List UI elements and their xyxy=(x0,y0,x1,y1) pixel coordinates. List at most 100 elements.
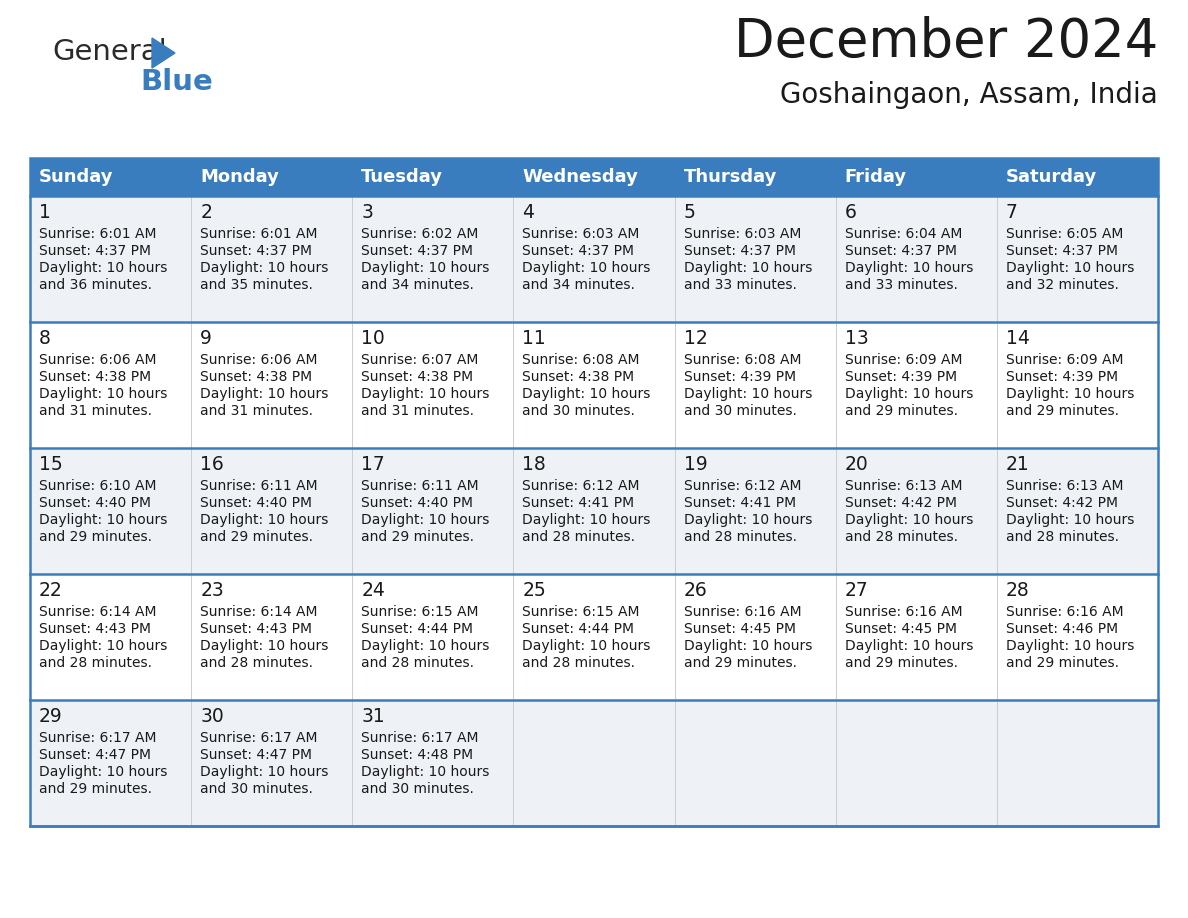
Text: and 29 minutes.: and 29 minutes. xyxy=(1006,404,1119,418)
Text: Sunset: 4:42 PM: Sunset: 4:42 PM xyxy=(1006,496,1118,510)
Bar xyxy=(30,700,1158,826)
Text: Daylight: 10 hours: Daylight: 10 hours xyxy=(361,513,489,527)
Text: Sunset: 4:45 PM: Sunset: 4:45 PM xyxy=(683,622,796,636)
Text: and 29 minutes.: and 29 minutes. xyxy=(845,656,958,670)
Text: and 29 minutes.: and 29 minutes. xyxy=(683,656,797,670)
Text: Daylight: 10 hours: Daylight: 10 hours xyxy=(845,513,973,527)
Text: Sunset: 4:38 PM: Sunset: 4:38 PM xyxy=(200,370,312,384)
Text: Daylight: 10 hours: Daylight: 10 hours xyxy=(845,639,973,653)
Text: Wednesday: Wednesday xyxy=(523,168,638,186)
Text: 21: 21 xyxy=(1006,454,1030,474)
Bar xyxy=(353,158,513,196)
Text: and 34 minutes.: and 34 minutes. xyxy=(361,278,474,292)
Text: Saturday: Saturday xyxy=(1006,168,1097,186)
Text: Sunrise: 6:14 AM: Sunrise: 6:14 AM xyxy=(39,605,157,619)
Text: Sunset: 4:40 PM: Sunset: 4:40 PM xyxy=(361,496,473,510)
Text: 16: 16 xyxy=(200,454,223,474)
Text: Sunrise: 6:16 AM: Sunrise: 6:16 AM xyxy=(1006,605,1124,619)
Text: and 28 minutes.: and 28 minutes. xyxy=(683,530,797,544)
Text: 29: 29 xyxy=(39,707,63,725)
Text: Daylight: 10 hours: Daylight: 10 hours xyxy=(1006,261,1135,275)
Text: 12: 12 xyxy=(683,329,707,348)
Text: Sunrise: 6:14 AM: Sunrise: 6:14 AM xyxy=(200,605,317,619)
Text: and 28 minutes.: and 28 minutes. xyxy=(523,656,636,670)
Text: December 2024: December 2024 xyxy=(734,16,1158,68)
Text: Sunrise: 6:16 AM: Sunrise: 6:16 AM xyxy=(683,605,801,619)
Text: 20: 20 xyxy=(845,454,868,474)
Text: Sunset: 4:37 PM: Sunset: 4:37 PM xyxy=(683,244,796,258)
Text: Sunday: Sunday xyxy=(39,168,114,186)
Text: 10: 10 xyxy=(361,329,385,348)
Text: 30: 30 xyxy=(200,707,223,725)
Text: Daylight: 10 hours: Daylight: 10 hours xyxy=(1006,639,1135,653)
Text: Sunset: 4:37 PM: Sunset: 4:37 PM xyxy=(845,244,956,258)
Text: 1: 1 xyxy=(39,203,51,221)
Text: Sunrise: 6:04 AM: Sunrise: 6:04 AM xyxy=(845,227,962,241)
Text: and 29 minutes.: and 29 minutes. xyxy=(200,530,314,544)
Text: and 28 minutes.: and 28 minutes. xyxy=(361,656,474,670)
Text: Sunrise: 6:01 AM: Sunrise: 6:01 AM xyxy=(39,227,157,241)
Text: 17: 17 xyxy=(361,454,385,474)
Text: Daylight: 10 hours: Daylight: 10 hours xyxy=(683,261,811,275)
Text: Sunset: 4:45 PM: Sunset: 4:45 PM xyxy=(845,622,956,636)
Text: Daylight: 10 hours: Daylight: 10 hours xyxy=(845,261,973,275)
Text: Thursday: Thursday xyxy=(683,168,777,186)
Text: Daylight: 10 hours: Daylight: 10 hours xyxy=(1006,513,1135,527)
Text: and 28 minutes.: and 28 minutes. xyxy=(523,530,636,544)
Text: Sunrise: 6:05 AM: Sunrise: 6:05 AM xyxy=(1006,227,1123,241)
Text: Sunset: 4:43 PM: Sunset: 4:43 PM xyxy=(39,622,151,636)
Text: and 29 minutes.: and 29 minutes. xyxy=(1006,656,1119,670)
Text: Sunrise: 6:17 AM: Sunrise: 6:17 AM xyxy=(39,731,157,745)
Text: Sunset: 4:44 PM: Sunset: 4:44 PM xyxy=(361,622,473,636)
Text: Sunset: 4:38 PM: Sunset: 4:38 PM xyxy=(523,370,634,384)
Text: Daylight: 10 hours: Daylight: 10 hours xyxy=(361,261,489,275)
Text: Blue: Blue xyxy=(140,68,213,96)
Text: 5: 5 xyxy=(683,203,695,221)
Text: and 30 minutes.: and 30 minutes. xyxy=(683,404,796,418)
Bar xyxy=(675,158,835,196)
Text: Daylight: 10 hours: Daylight: 10 hours xyxy=(361,639,489,653)
Text: Daylight: 10 hours: Daylight: 10 hours xyxy=(200,387,329,401)
Text: Sunrise: 6:03 AM: Sunrise: 6:03 AM xyxy=(683,227,801,241)
Text: and 30 minutes.: and 30 minutes. xyxy=(361,782,474,796)
Text: 9: 9 xyxy=(200,329,211,348)
Text: Daylight: 10 hours: Daylight: 10 hours xyxy=(39,513,168,527)
Text: 13: 13 xyxy=(845,329,868,348)
Polygon shape xyxy=(152,38,175,68)
Text: Sunset: 4:38 PM: Sunset: 4:38 PM xyxy=(361,370,473,384)
Text: Sunset: 4:38 PM: Sunset: 4:38 PM xyxy=(39,370,151,384)
Text: and 33 minutes.: and 33 minutes. xyxy=(683,278,796,292)
Text: Daylight: 10 hours: Daylight: 10 hours xyxy=(523,261,651,275)
Text: Daylight: 10 hours: Daylight: 10 hours xyxy=(523,513,651,527)
Text: 25: 25 xyxy=(523,580,546,599)
Text: and 32 minutes.: and 32 minutes. xyxy=(1006,278,1119,292)
Text: Sunset: 4:41 PM: Sunset: 4:41 PM xyxy=(523,496,634,510)
Text: Daylight: 10 hours: Daylight: 10 hours xyxy=(39,765,168,779)
Bar xyxy=(191,158,353,196)
Text: and 31 minutes.: and 31 minutes. xyxy=(39,404,152,418)
Text: Sunrise: 6:02 AM: Sunrise: 6:02 AM xyxy=(361,227,479,241)
Text: Tuesday: Tuesday xyxy=(361,168,443,186)
Text: and 29 minutes.: and 29 minutes. xyxy=(39,530,152,544)
Text: Daylight: 10 hours: Daylight: 10 hours xyxy=(39,387,168,401)
Text: Sunrise: 6:17 AM: Sunrise: 6:17 AM xyxy=(200,731,317,745)
Text: Daylight: 10 hours: Daylight: 10 hours xyxy=(361,387,489,401)
Text: Sunrise: 6:08 AM: Sunrise: 6:08 AM xyxy=(683,353,801,367)
Text: Sunrise: 6:16 AM: Sunrise: 6:16 AM xyxy=(845,605,962,619)
Text: Sunset: 4:43 PM: Sunset: 4:43 PM xyxy=(200,622,312,636)
Text: Sunrise: 6:13 AM: Sunrise: 6:13 AM xyxy=(1006,479,1124,493)
Bar xyxy=(30,158,191,196)
Text: and 30 minutes.: and 30 minutes. xyxy=(200,782,312,796)
Text: Sunrise: 6:10 AM: Sunrise: 6:10 AM xyxy=(39,479,157,493)
Text: 6: 6 xyxy=(845,203,857,221)
Text: 8: 8 xyxy=(39,329,51,348)
Text: and 29 minutes.: and 29 minutes. xyxy=(361,530,474,544)
Text: 7: 7 xyxy=(1006,203,1018,221)
Text: 26: 26 xyxy=(683,580,707,599)
Bar xyxy=(30,158,1158,826)
Text: Sunrise: 6:09 AM: Sunrise: 6:09 AM xyxy=(1006,353,1124,367)
Text: 18: 18 xyxy=(523,454,546,474)
Text: Sunset: 4:39 PM: Sunset: 4:39 PM xyxy=(845,370,956,384)
Text: and 34 minutes.: and 34 minutes. xyxy=(523,278,636,292)
Text: Sunrise: 6:12 AM: Sunrise: 6:12 AM xyxy=(683,479,801,493)
